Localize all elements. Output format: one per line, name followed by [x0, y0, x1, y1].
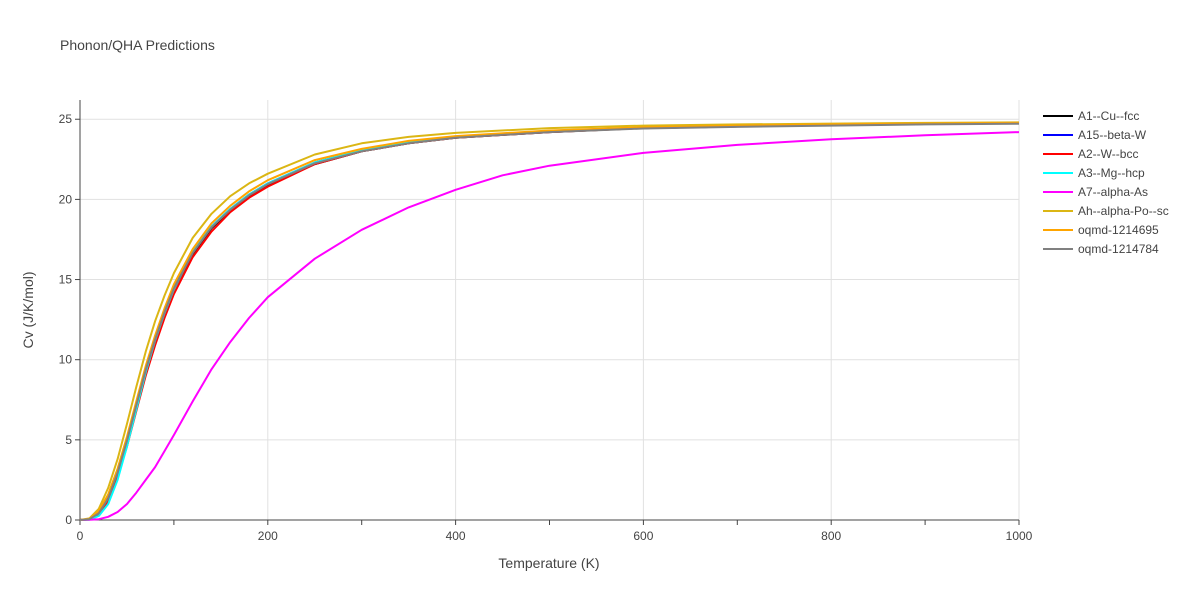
series-line-a15-beta-w: [79, 122, 1020, 521]
legend-label: A2--W--bcc: [1078, 147, 1138, 161]
series-lines: [79, 121, 1020, 521]
x-tick-label: 200: [258, 529, 278, 543]
x-tick-label: 600: [633, 529, 653, 543]
y-tick-label: 15: [59, 273, 73, 287]
series-line-oqmd-1214695: [79, 121, 1020, 521]
legend-label: Ah--alpha-Po--sc: [1078, 204, 1169, 218]
axes: [75, 100, 1020, 525]
legend-label: oqmd-1214695: [1078, 223, 1159, 237]
legend-label: A7--alpha-As: [1078, 185, 1148, 199]
y-tick-label: 25: [59, 112, 73, 126]
x-tick-labels: 0 200 400 600 800 1000: [77, 529, 1033, 543]
series-line-oqmd-1214784: [79, 122, 1020, 521]
x-axis-title: Temperature (K): [498, 555, 599, 571]
legend-label: A15--beta-W: [1078, 128, 1147, 142]
y-tick-label: 0: [65, 513, 72, 527]
series-line-a7-alpha-as: [79, 131, 1020, 521]
y-tick-label: 5: [65, 433, 72, 447]
y-tick-labels: 0 5 10 15 20 25: [59, 112, 73, 527]
y-axis-title: Cv (J/K/mol): [20, 272, 36, 349]
series-line-a2-w-bcc: [79, 122, 1020, 521]
x-tick-label: 0: [77, 529, 84, 543]
chart-title: Phonon/QHA Predictions: [60, 37, 215, 53]
x-tick-label: 400: [446, 529, 466, 543]
legend-label: A1--Cu--fcc: [1078, 109, 1139, 123]
y-tick-label: 10: [59, 353, 73, 367]
legend-label: oqmd-1214784: [1078, 242, 1159, 256]
grid: [80, 100, 1020, 520]
legend-label: A3--Mg--hcp: [1078, 166, 1145, 180]
y-tick-label: 20: [59, 192, 73, 206]
series-line-a1-cu-fcc: [79, 122, 1020, 521]
x-tick-label: 800: [821, 529, 841, 543]
x-tick-label: 1000: [1006, 529, 1033, 543]
series-line-a3-mg-hcp: [79, 122, 1020, 521]
series-line-ah-alpha-po-sc: [79, 121, 1020, 521]
legend: A1--Cu--fcc A15--beta-W A2--W--bcc A3--Mg--…: [1043, 109, 1169, 256]
